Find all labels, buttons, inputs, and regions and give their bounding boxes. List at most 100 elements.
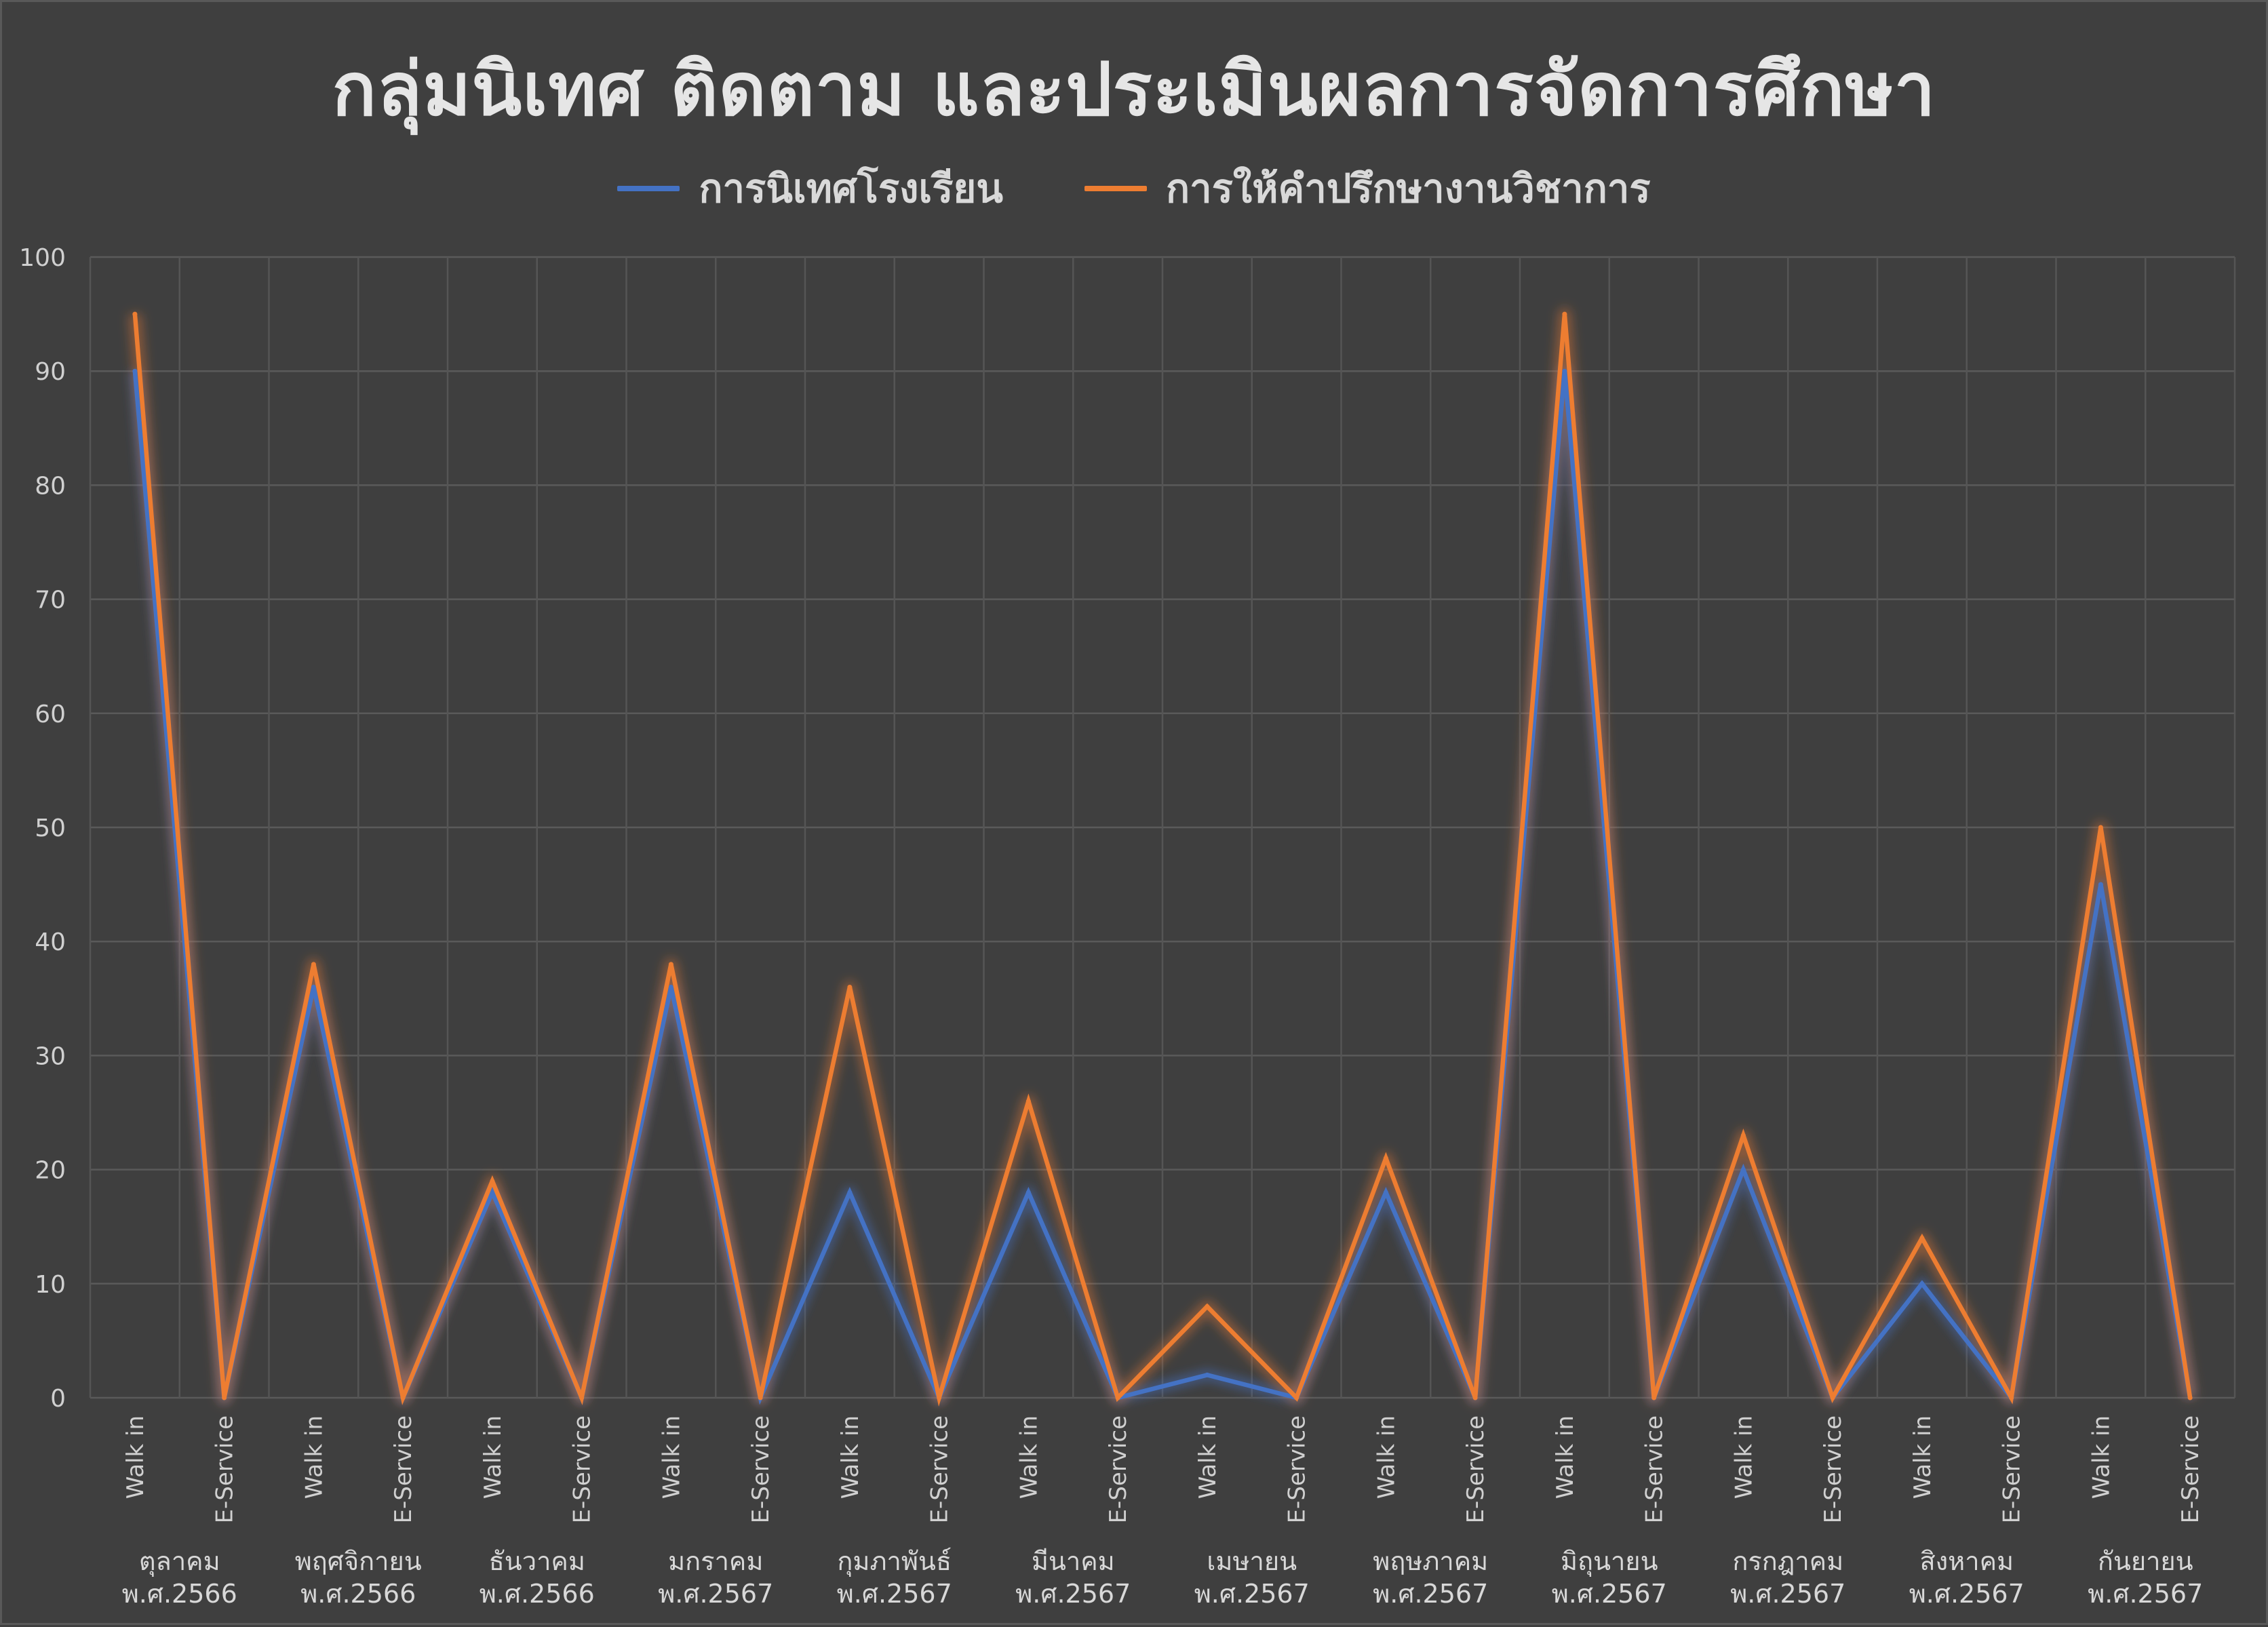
x-group-label-month-10: สิงหาคม (1919, 1546, 2014, 1576)
x-group-label-month-3: มกราคม (668, 1546, 763, 1576)
x-group-label-month-9: กรกฎาคม (1732, 1546, 1843, 1576)
x-subtick-label-22: Walk in (2088, 1415, 2115, 1499)
x-group-label-month-2: ธันวาคม (489, 1546, 585, 1576)
series-1-point-12 (1205, 1372, 1210, 1377)
series-1-point-16 (1562, 368, 1567, 374)
series-2-point-1 (222, 1395, 227, 1400)
x-subtick-label-14: Walk in (1373, 1415, 1400, 1499)
x-subtick-label-18: Walk in (1730, 1415, 1757, 1499)
y-tick-label-70: 70 (35, 587, 66, 614)
x-subtick-label-13: E-Service (1284, 1415, 1311, 1523)
legend-label-series-1: การนิเทศโรงเรียน (699, 165, 1004, 212)
legend-label-series-2: การให้คำปรึกษางานวิชาการ (1166, 165, 1651, 212)
legend-swatch-series-2 (1084, 185, 1148, 191)
x-subtick-label-15: E-Service (1462, 1415, 1489, 1523)
series-1-line (132, 370, 2193, 1405)
x-group-label-year-5: พ.ศ.2567 (1015, 1579, 1131, 1609)
series-2-point-9 (937, 1395, 942, 1400)
x-subtick-label-0: Walk in (122, 1415, 149, 1499)
y-tick-label-10: 10 (35, 1271, 66, 1299)
y-tick-label-30: 30 (35, 1042, 66, 1070)
series-2-point-22 (2098, 825, 2103, 830)
x-subtick-label-1: E-Service (212, 1415, 239, 1523)
x-subtick-label-2: Walk in (300, 1415, 328, 1499)
series-1-point-10 (1025, 1190, 1031, 1195)
series-1-point-8 (847, 1190, 853, 1195)
chart-title: กลุ่มนิเทศ ติดตาม และประเมินผลการจัดการศ… (332, 47, 1936, 132)
legend-item-series-1: การนิเทศโรงเรียน (617, 157, 1003, 220)
series-2-point-12 (1205, 1303, 1210, 1309)
x-subtick-label-12: Walk in (1194, 1415, 1221, 1499)
y-tick-label-100: 100 (19, 244, 66, 272)
series-2-point-8 (847, 984, 853, 989)
series-2-point-5 (579, 1395, 585, 1400)
series-1-point-6 (668, 984, 673, 989)
series-1-point-18 (1740, 1167, 1746, 1173)
y-tick-label-20: 20 (35, 1157, 66, 1185)
series-2-point-16 (1562, 311, 1567, 317)
series-1-point-14 (1383, 1190, 1388, 1195)
chart-legend: การนิเทศโรงเรียน การให้คำปรึกษางานวิชากา… (2, 157, 2266, 220)
x-group-label-year-6: พ.ศ.2567 (1194, 1579, 1310, 1609)
x-subtick-label-11: E-Service (1105, 1415, 1132, 1523)
x-group-label-year-3: พ.ศ.2567 (658, 1579, 773, 1609)
x-subtick-label-20: Walk in (1909, 1415, 1936, 1499)
legend-swatch-series-1 (617, 185, 680, 191)
series-2-point-10 (1025, 1099, 1031, 1104)
series-2-point-20 (1919, 1236, 1925, 1241)
x-subtick-label-17: E-Service (1641, 1415, 1668, 1523)
x-group-label-month-11: กันยายน (2098, 1546, 2193, 1576)
series-2-point-13 (1294, 1395, 1299, 1400)
x-group-label-month-7: พฤษภาคม (1373, 1546, 1488, 1576)
x-subtick-label-23: E-Service (2177, 1415, 2204, 1523)
series-2-point-4 (490, 1178, 495, 1183)
series-2-line (132, 313, 2193, 1407)
y-tick-label-80: 80 (35, 472, 66, 500)
series-2-point-11 (1115, 1395, 1120, 1400)
x-subtick-label-19: E-Service (1820, 1415, 1847, 1523)
series-2-point-0 (132, 311, 138, 317)
x-group-label-year-7: พ.ศ.2567 (1373, 1579, 1488, 1609)
series-1-point-4 (490, 1190, 495, 1195)
x-subtick-label-16: Walk in (1552, 1415, 1579, 1499)
x-group-label-year-9: พ.ศ.2567 (1730, 1579, 1845, 1609)
y-tick-label-60: 60 (35, 701, 66, 728)
x-group-label-month-8: มิถุนายน (1561, 1546, 1658, 1577)
series-2-point-15 (1472, 1395, 1478, 1400)
series-1-point-2 (311, 984, 316, 989)
series-2-point-3 (400, 1395, 406, 1400)
x-group-label-year-11: พ.ศ.2567 (2088, 1579, 2203, 1609)
x-group-label-year-0: พ.ศ.2566 (122, 1579, 237, 1609)
series-2-point-18 (1740, 1133, 1746, 1138)
y-tick-label-50: 50 (35, 815, 66, 842)
x-group-label-month-6: เมษายน (1207, 1546, 1297, 1576)
series-2-point-14 (1383, 1156, 1388, 1161)
series-2-point-7 (758, 1395, 763, 1400)
x-subtick-label-6: Walk in (658, 1415, 685, 1499)
series-1-point-20 (1919, 1281, 1925, 1287)
x-group-label-year-10: พ.ศ.2567 (1909, 1579, 2025, 1609)
x-subtick-label-9: E-Service (926, 1415, 954, 1523)
x-group-label-month-5: มีนาคม (1032, 1546, 1115, 1576)
series-2-point-23 (2187, 1395, 2193, 1400)
series-2-point-19 (1830, 1395, 1835, 1400)
x-subtick-label-8: Walk in (837, 1415, 864, 1499)
x-subtick-label-7: E-Service (747, 1415, 775, 1523)
series-2-point-6 (668, 962, 673, 967)
x-subtick-label-21: E-Service (1999, 1415, 2026, 1523)
x-group-label-month-4: กุมภาพันธ์ (837, 1546, 952, 1577)
x-subtick-label-10: Walk in (1015, 1415, 1042, 1499)
y-tick-label-0: 0 (50, 1385, 66, 1413)
legend-item-series-2: การให้คำปรึกษางานวิชาการ (1084, 157, 1651, 220)
x-subtick-label-5: E-Service (569, 1415, 596, 1523)
y-tick-label-90: 90 (35, 358, 66, 386)
x-group-label-year-8: พ.ศ.2567 (1552, 1579, 1667, 1609)
series-2-point-17 (1651, 1395, 1657, 1400)
x-group-label-year-2: พ.ศ.2566 (480, 1579, 595, 1609)
x-group-label-year-1: พ.ศ.2566 (300, 1579, 416, 1609)
x-subtick-label-4: Walk in (480, 1415, 507, 1499)
series-2-point-21 (2009, 1395, 2014, 1400)
series-2-point-2 (311, 962, 316, 967)
x-group-label-month-1: พฤศจิกายน (295, 1546, 422, 1576)
